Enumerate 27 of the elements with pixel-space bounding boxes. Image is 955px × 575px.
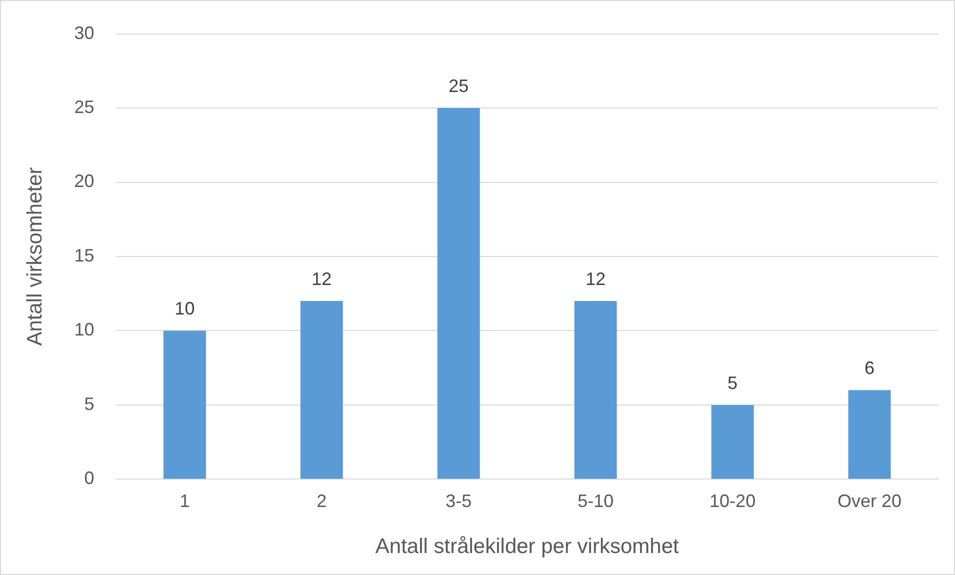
x-tick-label: 1	[180, 490, 190, 511]
y-tick-label: 15	[74, 245, 94, 266]
bar	[163, 330, 206, 479]
x-tick-label: 2	[316, 490, 327, 511]
x-tick-label: 5-10	[578, 490, 614, 511]
y-tick-label: 0	[84, 468, 94, 488]
x-tick-label: 3-5	[446, 490, 472, 511]
bar	[437, 108, 480, 479]
y-axis-title: Antall virksomheter	[23, 167, 46, 346]
data-label: 12	[586, 269, 606, 290]
x-tick-label: 10-20	[710, 490, 756, 511]
bar	[574, 301, 617, 479]
x-axis-title: Antall strålekilder per virksomhet	[375, 535, 679, 558]
y-tick-label: 10	[74, 320, 94, 340]
data-label: 6	[864, 358, 875, 378]
y-tick-label: 30	[74, 22, 94, 43]
data-label: 10	[174, 298, 195, 319]
data-label: 12	[312, 269, 332, 290]
data-label: 25	[448, 76, 469, 96]
x-tick-label: Over 20	[838, 490, 902, 511]
y-tick-label: 25	[74, 97, 94, 117]
bar	[300, 301, 343, 479]
y-tick-label: 5	[84, 394, 94, 414]
data-label: 5	[728, 372, 738, 393]
y-tick-label: 20	[74, 171, 94, 192]
bar	[848, 390, 891, 479]
bar	[711, 404, 754, 479]
